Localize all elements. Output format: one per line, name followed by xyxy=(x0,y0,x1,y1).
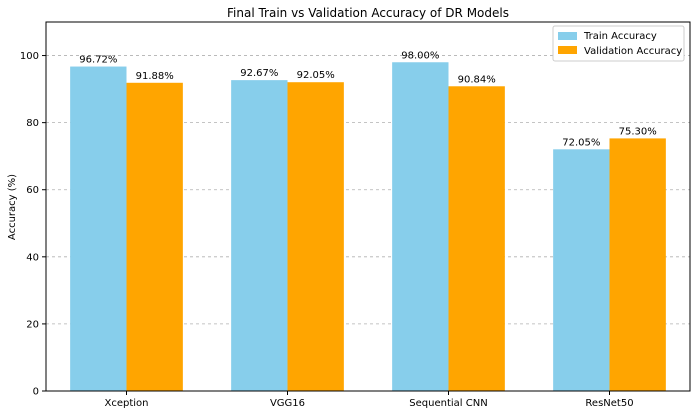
data-label-train-accuracy-xception: 96.72% xyxy=(79,55,117,66)
bar-train-accuracy-xception xyxy=(70,66,127,391)
data-label-validation-accuracy-sequential-cnn: 90.84% xyxy=(458,74,496,85)
data-label-validation-accuracy-xception: 91.88% xyxy=(136,71,174,82)
bar-validation-accuracy-vgg16 xyxy=(287,82,344,392)
legend-swatch-validation-accuracy xyxy=(558,46,577,54)
y-tick-label-100: 100 xyxy=(20,51,39,62)
legend-label-train-accuracy: Train Accuracy xyxy=(583,31,657,42)
y-tick-label-80: 80 xyxy=(26,118,39,129)
data-label-validation-accuracy-resnet50: 75.30% xyxy=(619,126,657,137)
data-label-train-accuracy-sequential-cnn: 98.00% xyxy=(401,50,439,61)
x-tick-label-xception: Xception xyxy=(104,398,148,409)
x-tick-label-sequential-cnn: Sequential CNN xyxy=(409,398,487,409)
y-tick-label-60: 60 xyxy=(26,185,39,196)
y-axis-label: Accuracy (%) xyxy=(7,174,18,240)
bar-train-accuracy-sequential-cnn xyxy=(392,62,449,391)
bar-train-accuracy-resnet50 xyxy=(553,149,610,391)
legend-label-validation-accuracy: Validation Accuracy xyxy=(584,46,682,57)
y-tick-label-20: 20 xyxy=(26,319,39,330)
bar-layer xyxy=(70,62,666,392)
data-label-layer: 96.72% 91.88% 92.67% 92.05% 98.00% 90.84% 72.0… xyxy=(79,50,656,148)
data-label-validation-accuracy-vgg16: 92.05% xyxy=(297,70,335,81)
data-label-train-accuracy-vgg16: 92.67% xyxy=(240,68,278,79)
bar-validation-accuracy-sequential-cnn xyxy=(448,86,505,391)
y-tick-label-40: 40 xyxy=(26,252,39,263)
legend-box xyxy=(552,25,685,62)
legend-swatch-train-accuracy xyxy=(558,32,577,40)
legend: Train Accuracy Validation Accuracy xyxy=(552,25,685,62)
y-tick-label-0: 0 xyxy=(33,387,39,398)
x-tick-label-vgg16: VGG16 xyxy=(270,398,305,409)
plot-area-frame xyxy=(45,21,691,392)
bar-validation-accuracy-resnet50 xyxy=(609,138,666,391)
x-tick-label-resnet50: ResNet50 xyxy=(585,398,633,409)
bar-train-accuracy-vgg16 xyxy=(231,80,288,391)
chart-title: Final Train vs Validation Accuracy of DR… xyxy=(227,6,509,20)
bar-validation-accuracy-xception xyxy=(126,82,183,391)
axis-layer: 0 20 40 60 80 100 Xception VGG16 Sequential CNN R… xyxy=(20,51,634,409)
data-label-train-accuracy-resnet50: 72.05% xyxy=(562,137,600,148)
